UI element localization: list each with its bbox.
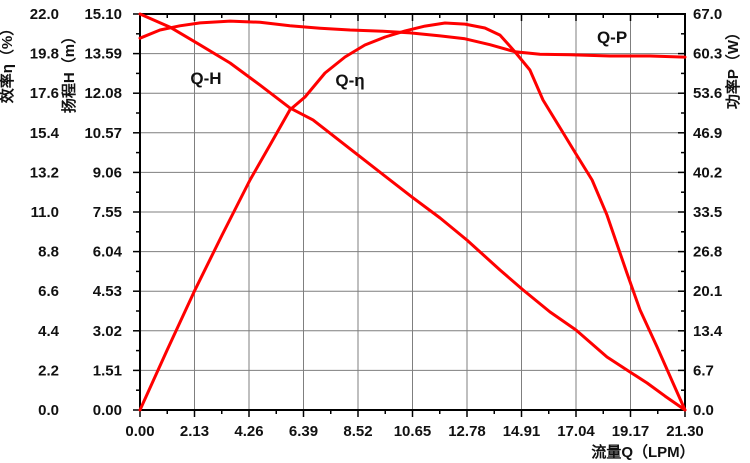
power-tick-label: 6.7 xyxy=(693,362,714,379)
flow-tick-label: 2.13 xyxy=(180,423,209,440)
head-tick-label: 7.55 xyxy=(93,204,122,221)
head-tick-label: 9.06 xyxy=(93,164,122,181)
head-tick-label: 4.53 xyxy=(93,283,122,300)
head-tick-label: 13.59 xyxy=(84,46,122,63)
head-tick-label: 3.02 xyxy=(93,323,122,340)
power-tick-label: 60.3 xyxy=(693,46,722,63)
curve-label-q: Q-η xyxy=(335,71,364,90)
x-axis-title-flow: 流量Q（LPM） xyxy=(591,443,694,461)
efficiency-tick-label: 6.6 xyxy=(38,283,59,300)
flow-tick-label: 8.52 xyxy=(343,423,372,440)
head-tick-label: 0.00 xyxy=(93,402,122,419)
y-axis-title-power: 功率P（W） xyxy=(724,25,742,109)
series-curve-qh xyxy=(138,12,687,412)
series-curve-q xyxy=(138,21,687,412)
flow-tick-label: 6.39 xyxy=(289,423,318,440)
head-tick-label: 10.57 xyxy=(84,125,122,142)
flow-tick-label: 21.30 xyxy=(666,423,704,440)
flow-tick-label: 14.91 xyxy=(503,423,541,440)
power-tick-label: 0.0 xyxy=(693,402,714,419)
power-tick-label: 53.6 xyxy=(693,85,722,102)
flow-tick-label: 19.17 xyxy=(612,423,650,440)
gridlines xyxy=(140,14,685,410)
efficiency-tick-label: 8.8 xyxy=(38,244,59,261)
y-axis-title-efficiency: 效率η（%） xyxy=(0,21,16,104)
power-tick-label: 33.5 xyxy=(693,204,722,221)
efficiency-tick-label: 17.6 xyxy=(30,85,59,102)
head-tick-label: 6.04 xyxy=(93,244,123,261)
plot-frame xyxy=(139,13,686,411)
flow-tick-label: 12.78 xyxy=(448,423,486,440)
axis-ticks xyxy=(133,13,686,417)
head-tick-label: 15.10 xyxy=(84,6,122,23)
curve-label-qp: Q-P xyxy=(597,28,627,47)
power-tick-label: 67.0 xyxy=(693,6,722,23)
flow-tick-label: 17.04 xyxy=(557,423,595,440)
efficiency-tick-label: 15.4 xyxy=(30,125,60,142)
efficiency-tick-label: 13.2 xyxy=(30,164,59,181)
flow-tick-label: 0.00 xyxy=(125,423,154,440)
efficiency-tick-label: 19.8 xyxy=(30,46,59,63)
curve-label-qh: Q-H xyxy=(190,69,221,88)
efficiency-tick-label: 11.0 xyxy=(31,204,59,221)
power-tick-label: 40.2 xyxy=(693,164,722,181)
head-tick-label: 1.51 xyxy=(93,362,122,379)
efficiency-tick-label: 0.0 xyxy=(38,402,59,419)
flow-tick-label: 10.65 xyxy=(394,423,432,440)
efficiency-tick-label: 22.0 xyxy=(30,6,59,23)
power-tick-label: 46.9 xyxy=(693,125,722,142)
efficiency-tick-label: 4.4 xyxy=(38,323,60,340)
series-curve-qp xyxy=(138,19,687,59)
y-axis-title-head: 扬程H（m） xyxy=(60,29,78,113)
flow-tick-label: 4.26 xyxy=(234,423,263,440)
power-tick-label: 13.4 xyxy=(693,323,723,340)
power-tick-label: 20.1 xyxy=(693,283,722,300)
efficiency-tick-label: 2.2 xyxy=(38,362,59,379)
head-tick-label: 12.08 xyxy=(84,85,122,102)
power-tick-label: 26.8 xyxy=(693,244,722,261)
